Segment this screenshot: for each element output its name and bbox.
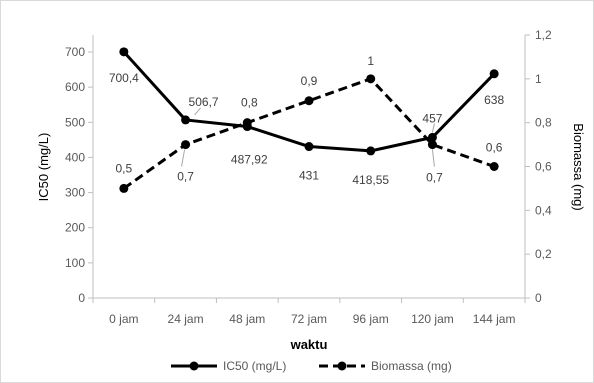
data-point-s1-1 (181, 140, 191, 150)
y2-axis-title: Biomassa (mg) (571, 123, 586, 210)
y-tick-label: 400 (65, 150, 85, 164)
data-label-s1-6: 0,6 (486, 141, 503, 155)
data-label-s0-2: 487,92 (231, 153, 268, 167)
data-point-s0-3 (304, 142, 314, 152)
data-label-s0-1: 506,7 (189, 95, 219, 109)
y2-tick-label: 0,6 (535, 160, 552, 174)
data-point-s1-5 (427, 140, 437, 150)
data-point-s0-0 (119, 47, 129, 57)
x-tick-label: 24 jam (168, 312, 204, 326)
data-point-s1-3 (304, 96, 314, 106)
data-point-s0-1 (181, 115, 191, 125)
label-leader-line (431, 123, 435, 133)
data-label-s0-0: 700,4 (109, 71, 139, 85)
y-tick-label: 100 (65, 256, 85, 270)
x-tick-label: 0 jam (109, 312, 138, 326)
data-label-s0-6: 638 (484, 93, 504, 107)
data-label-s1-0: 0,5 (116, 161, 133, 175)
x-tick-label: 144 jam (473, 312, 516, 326)
data-point-s0-4 (366, 146, 376, 156)
y-tick-label: 300 (65, 186, 85, 200)
data-point-s0-5 (427, 132, 437, 142)
data-label-s1-5: 0,7 (426, 171, 443, 185)
y-tick-label: 600 (65, 80, 85, 94)
y2-tick-label: 1,2 (535, 28, 552, 42)
series-group (119, 47, 499, 193)
label-leader-line (431, 149, 435, 167)
x-tick-label: 96 jam (353, 312, 389, 326)
axes: 0 100 200 300 400 500 600 700 0 0,2 0,4 0,6 0,8 1 1,2 0… (65, 28, 552, 326)
data-label-s0-5: 457 (422, 111, 442, 125)
y2-tick-label: 0,8 (535, 116, 552, 130)
y2-tick-label: 0,4 (535, 203, 552, 217)
label-leader-line (194, 107, 201, 116)
legend-swatch-marker-1 (337, 361, 347, 371)
y-tick-label: 700 (65, 45, 85, 59)
data-point-s0-6 (489, 69, 499, 79)
data-point-s1-6 (489, 162, 499, 171)
y2-tick-label: 1 (535, 72, 542, 86)
data-labels: 700,4 506,7 487,92 431 418,55 457 638 0,5 0,7 0,8… (109, 54, 505, 187)
legend-label-1: Biomassa (mg) (371, 359, 452, 373)
data-label-s1-3: 0,9 (301, 74, 318, 88)
data-point-s1-4 (366, 74, 376, 84)
y-tick-label: 0 (78, 291, 85, 305)
data-label-s1-1: 0,7 (177, 170, 194, 184)
data-label-s0-4: 418,55 (352, 173, 389, 187)
y2-tick-label: 0,2 (535, 247, 552, 261)
y2-tick-label: 0 (535, 291, 542, 305)
legend: IC50 (mg/L) Biomassa (mg) (171, 359, 452, 373)
data-label-s0-3: 431 (299, 169, 319, 183)
label-leader-line (181, 149, 186, 167)
x-tick-label: 120 jam (411, 312, 454, 326)
data-label-s1-2: 0,8 (241, 96, 258, 110)
y-tick-label: 200 (65, 221, 85, 235)
y-axis-title: IC50 (mg/L) (36, 133, 51, 202)
data-point-s1-0 (119, 183, 129, 193)
x-tick-label: 48 jam (229, 312, 265, 326)
legend-label-0: IC50 (mg/L) (223, 359, 286, 373)
legend-swatch-marker-0 (189, 361, 199, 371)
data-label-s1-4: 1 (367, 54, 374, 68)
x-axis-title: waktu (290, 337, 328, 352)
data-point-s1-2 (242, 118, 252, 128)
x-tick-label: 72 jam (291, 312, 327, 326)
y-tick-label: 500 (65, 115, 85, 129)
